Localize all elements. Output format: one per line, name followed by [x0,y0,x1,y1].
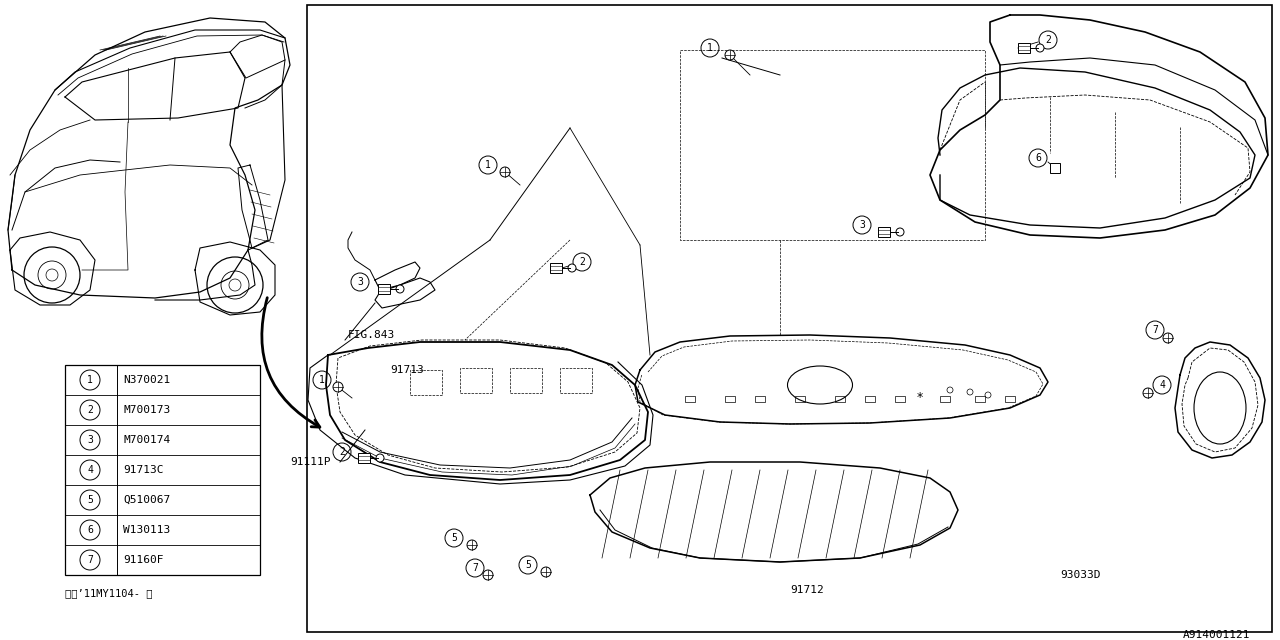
Bar [878,227,890,237]
Bar [561,368,591,393]
Circle shape [568,264,576,272]
Bar [509,368,541,393]
FancyArrowPatch shape [262,298,320,427]
Bar [410,370,442,395]
Circle shape [333,382,343,392]
Text: 2: 2 [1044,35,1051,45]
Circle shape [1036,44,1044,52]
Text: 5: 5 [525,560,531,570]
Bar [975,396,986,402]
Text: 4: 4 [1160,380,1165,390]
Text: 2: 2 [339,447,344,457]
Bar [1050,163,1060,173]
Circle shape [724,50,735,60]
Text: 7: 7 [1152,325,1158,335]
Bar [550,263,562,273]
Text: 3: 3 [859,220,865,230]
Text: W130113: W130113 [123,525,170,535]
Circle shape [467,540,477,550]
Text: 6: 6 [1036,153,1041,163]
Text: 4: 4 [87,465,93,475]
Bar [724,396,735,402]
Circle shape [483,570,493,580]
Text: 93033D: 93033D [1060,570,1101,580]
Text: N370021: N370021 [123,375,170,385]
Text: 7: 7 [87,555,93,565]
Text: 91713C: 91713C [123,465,164,475]
Text: 2: 2 [87,405,93,415]
Text: M700174: M700174 [123,435,170,445]
Text: 1: 1 [707,43,713,53]
Text: 91712: 91712 [790,585,824,595]
Circle shape [1164,333,1172,343]
Bar [685,396,695,402]
Bar [307,5,1272,632]
Text: 3: 3 [357,277,364,287]
Circle shape [396,285,404,293]
Bar [895,396,905,402]
Text: ※（’11MY1104- ）: ※（’11MY1104- ） [65,588,152,598]
Text: *: * [916,392,923,404]
Bar [460,368,492,393]
Text: 1: 1 [319,375,325,385]
Text: 5: 5 [87,495,93,505]
Text: 2: 2 [579,257,585,267]
Bar [1005,396,1015,402]
Bar [795,396,805,402]
Text: 91713: 91713 [390,365,424,375]
Text: 3: 3 [87,435,93,445]
Circle shape [376,454,384,462]
Text: 1: 1 [485,160,492,170]
Text: 5: 5 [451,533,457,543]
Bar [65,365,260,575]
Bar [865,396,876,402]
Text: 91111P: 91111P [291,457,330,467]
Circle shape [1143,388,1153,398]
Circle shape [500,167,509,177]
Circle shape [541,567,550,577]
Bar [378,284,390,294]
Bar [1018,43,1030,53]
Bar [755,396,765,402]
Text: 1: 1 [87,375,93,385]
Circle shape [896,228,904,236]
Bar [835,396,845,402]
Text: Q510067: Q510067 [123,495,170,505]
Bar [358,453,370,463]
Text: M700173: M700173 [123,405,170,415]
Text: FIG.843: FIG.843 [348,330,396,340]
Text: 7: 7 [472,563,477,573]
Text: 91160F: 91160F [123,555,164,565]
Text: A914001121: A914001121 [1183,630,1251,640]
Bar [940,396,950,402]
Text: 6: 6 [87,525,93,535]
